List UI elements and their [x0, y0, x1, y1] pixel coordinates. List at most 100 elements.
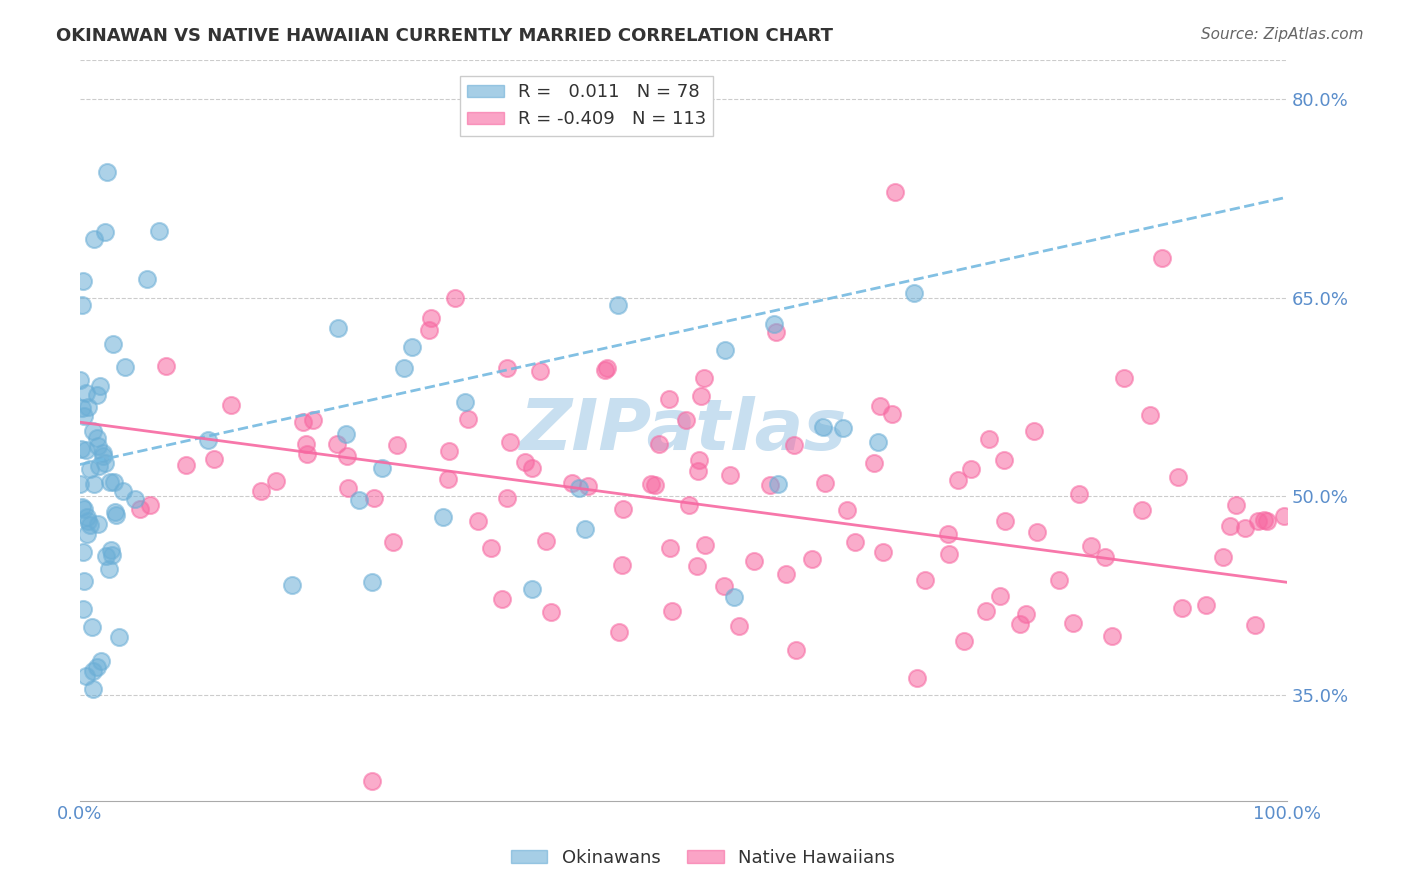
Point [101, 337, 124, 351]
Point [69, 477, 91, 491]
Point [363, 491, 385, 506]
Point [336, 481, 359, 495]
Point [436, 472, 458, 486]
Point [713, 579, 735, 593]
Point [1253, 512, 1275, 526]
Point [444, 291, 467, 305]
Point [1246, 514, 1268, 528]
Point [1171, 601, 1194, 615]
Point [82, 620, 104, 634]
Point [148, 224, 170, 238]
Point [880, 407, 903, 421]
Point [295, 447, 318, 461]
Point [394, 361, 416, 376]
Point [91, 449, 114, 463]
Point [103, 475, 125, 489]
Point [86, 431, 108, 445]
Point [370, 460, 392, 475]
Point [94, 225, 117, 239]
Point [75, 386, 97, 401]
Point [977, 433, 1000, 447]
Point [108, 631, 131, 645]
Point [884, 185, 907, 199]
Point [994, 514, 1017, 528]
Point [89, 379, 111, 393]
Point [765, 326, 787, 340]
Point [94, 456, 117, 470]
Point [401, 340, 423, 354]
Point [801, 552, 824, 566]
Point [96, 165, 118, 179]
Point [903, 286, 925, 301]
Point [73, 409, 96, 423]
Point [529, 363, 551, 377]
Point [1047, 573, 1070, 587]
Point [727, 619, 749, 633]
Point [72, 274, 94, 288]
Point [467, 514, 489, 528]
Point [648, 437, 671, 451]
Point [863, 456, 886, 470]
Point [540, 605, 562, 619]
Point [496, 491, 519, 506]
Point [295, 437, 318, 451]
Point [574, 522, 596, 536]
Point [686, 559, 709, 574]
Point [1015, 607, 1038, 622]
Point [382, 535, 405, 549]
Point [1212, 549, 1234, 564]
Point [91, 446, 114, 460]
Point [124, 491, 146, 506]
Point [831, 421, 853, 435]
Point [86, 659, 108, 673]
Point [593, 363, 616, 377]
Point [496, 361, 519, 376]
Point [418, 323, 440, 337]
Point [90, 655, 112, 669]
Point [567, 481, 589, 495]
Point [335, 426, 357, 441]
Point [612, 502, 634, 516]
Point [606, 297, 628, 311]
Point [1062, 616, 1084, 631]
Point [1244, 617, 1267, 632]
Point [98, 561, 121, 575]
Point [1150, 251, 1173, 265]
Point [77, 400, 100, 414]
Legend: Okinawans, Native Hawaiians: Okinawans, Native Hawaiians [503, 842, 903, 874]
Point [1069, 487, 1091, 501]
Point [79, 518, 101, 533]
Point [640, 476, 662, 491]
Point [491, 592, 513, 607]
Point [936, 527, 959, 541]
Point [100, 543, 122, 558]
Point [361, 575, 384, 590]
Point [1225, 499, 1247, 513]
Point [1080, 540, 1102, 554]
Point [70, 500, 93, 514]
Point [723, 590, 745, 604]
Point [360, 773, 382, 788]
Point [87, 458, 110, 473]
Point [114, 359, 136, 374]
Point [1167, 470, 1189, 484]
Point [1114, 371, 1136, 385]
Point [1219, 519, 1241, 533]
Point [520, 582, 543, 596]
Point [104, 504, 127, 518]
Point [974, 604, 997, 618]
Point [513, 455, 536, 469]
Point [336, 449, 359, 463]
Point [75, 443, 97, 458]
Point [693, 538, 716, 552]
Point [420, 311, 443, 326]
Point [86, 388, 108, 402]
Point [73, 501, 96, 516]
Point [1094, 550, 1116, 565]
Point [905, 671, 928, 685]
Point [94, 549, 117, 564]
Point [869, 399, 891, 413]
Point [720, 468, 742, 483]
Point [73, 574, 96, 589]
Point [76, 514, 98, 528]
